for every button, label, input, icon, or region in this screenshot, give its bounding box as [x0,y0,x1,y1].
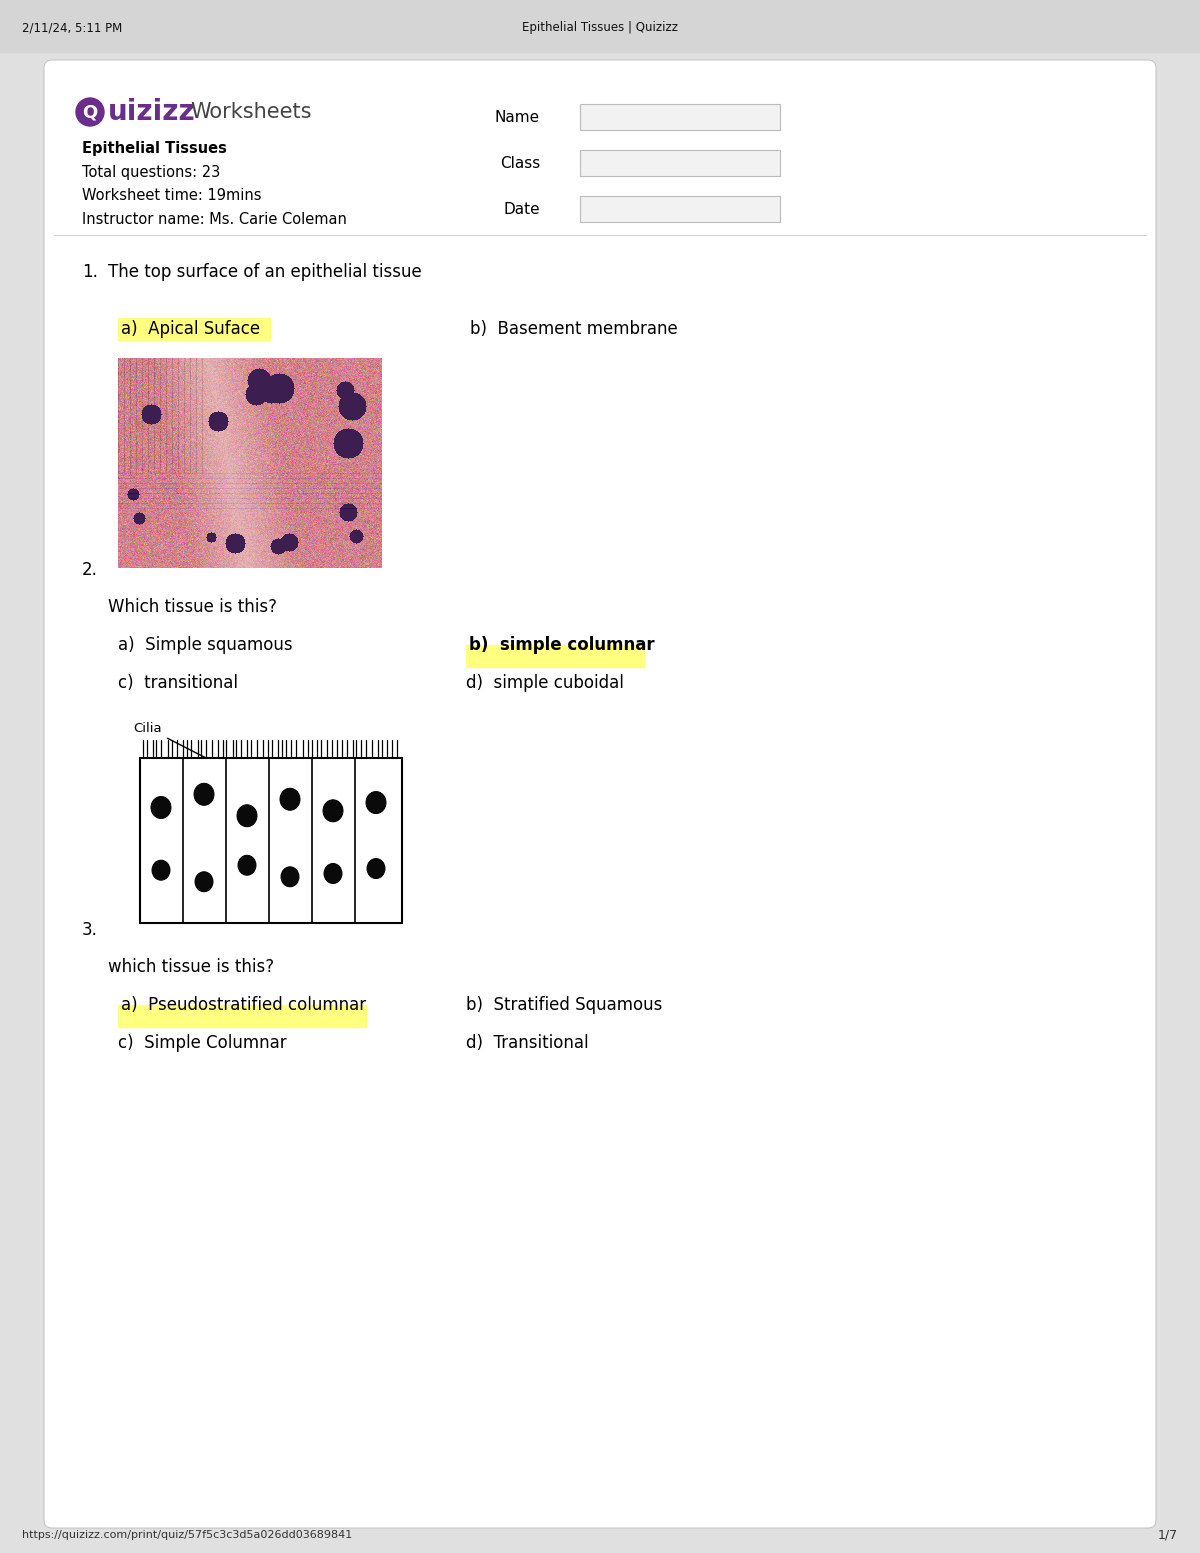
Ellipse shape [238,804,257,826]
Ellipse shape [281,867,299,887]
Bar [0,0,1200,51]
Text: a)  Apical Suface: a) Apical Suface [121,320,260,339]
Text: 1/7: 1/7 [1158,1528,1178,1542]
Bar [118,1005,366,1027]
Bar [466,644,644,666]
Text: 1.: 1. [82,262,98,281]
Text: uizizz: uizizz [108,98,196,126]
Text: c)  transitional: c) transitional [118,674,238,693]
Ellipse shape [324,863,342,884]
Ellipse shape [323,800,343,822]
Ellipse shape [151,797,172,818]
Text: Which tissue is this?: Which tissue is this? [108,598,277,617]
Text: Worksheet time: 19mins: Worksheet time: 19mins [82,188,262,203]
Text: Epithelial Tissues | Quizizz: Epithelial Tissues | Quizizz [522,22,678,34]
Ellipse shape [194,783,214,806]
Bar [580,151,780,175]
Bar [580,104,780,130]
Text: https://quizizz.com/print/quiz/57f5c3c3d5a026dd03689841: https://quizizz.com/print/quiz/57f5c3c3d… [22,1530,353,1541]
Text: Total questions: 23: Total questions: 23 [82,165,221,180]
Text: a)  Pseudostratified columnar: a) Pseudostratified columnar [121,995,366,1014]
Text: Worksheets: Worksheets [190,102,312,123]
Text: a)  Simple squamous: a) Simple squamous [118,637,293,654]
Text: Instructor name: Ms. Carie Coleman: Instructor name: Ms. Carie Coleman [82,213,347,227]
Text: Q: Q [83,102,97,121]
Text: 3.: 3. [82,921,98,940]
Ellipse shape [280,789,300,811]
Text: c)  Simple Columnar: c) Simple Columnar [118,1034,287,1051]
Bar [118,318,270,340]
Text: b)  Basement membrane: b) Basement membrane [470,320,678,339]
Ellipse shape [366,792,386,814]
Text: d)  Transitional: d) Transitional [466,1034,589,1051]
Ellipse shape [152,860,170,881]
Bar [140,758,402,922]
Text: The top surface of an epithelial tissue: The top surface of an epithelial tissue [108,262,421,281]
Text: b)  simple columnar: b) simple columnar [469,637,655,654]
Text: 2/11/24, 5:11 PM: 2/11/24, 5:11 PM [22,22,122,34]
Ellipse shape [367,859,385,879]
Text: Date: Date [503,202,540,216]
Text: which tissue is this?: which tissue is this? [108,958,274,975]
Text: Cilia: Cilia [133,722,162,735]
Text: Name: Name [494,110,540,124]
Text: Epithelial Tissues: Epithelial Tissues [82,140,227,155]
Text: d)  simple cuboidal: d) simple cuboidal [466,674,624,693]
Text: 2.: 2. [82,561,98,579]
Bar [580,196,780,222]
Ellipse shape [238,856,256,876]
Text: b)  Stratified Squamous: b) Stratified Squamous [466,995,662,1014]
Text: Class: Class [499,155,540,171]
Ellipse shape [194,871,214,891]
Circle shape [76,98,104,126]
FancyBboxPatch shape [44,61,1156,1528]
